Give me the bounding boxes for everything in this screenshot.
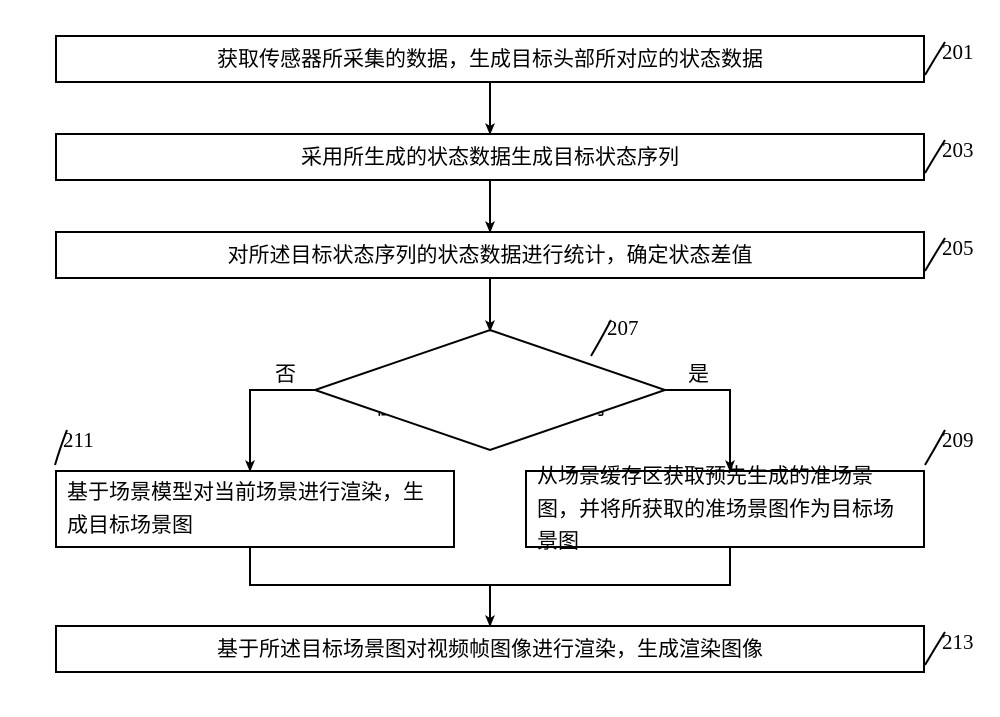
decision-node-207-text: 判断所述状态差值是否 在预置的稳定状态范围内 — [370, 362, 610, 423]
arrow-207-209 — [665, 390, 730, 470]
step-label-203: 203 — [942, 138, 974, 163]
step-label-211: 211 — [63, 428, 94, 453]
node-text: 基于所述目标场景图对视频帧图像进行渲染，生成渲染图像 — [217, 633, 763, 666]
arrow-211-213 — [250, 548, 490, 625]
process-node-213: 基于所述目标场景图对视频帧图像进行渲染，生成渲染图像 — [55, 625, 925, 673]
flowchart-canvas: 获取传感器所采集的数据，生成目标头部所对应的状态数据 采用所生成的状态数据生成目… — [0, 0, 1000, 717]
process-node-205: 对所述目标状态序列的状态数据进行统计，确定状态差值 — [55, 231, 925, 279]
step-label-209: 209 — [942, 428, 974, 453]
step-label-213: 213 — [942, 630, 974, 655]
node-text: 获取传感器所采集的数据，生成目标头部所对应的状态数据 — [217, 43, 763, 76]
node-text: 基于场景模型对当前场景进行渲染，生成目标场景图 — [67, 476, 443, 541]
decision-line2: 在预置的稳定状态范围内 — [375, 395, 606, 419]
step-label-205: 205 — [942, 236, 974, 261]
edge-label-no: 否 — [275, 358, 296, 388]
connector-overlay — [0, 0, 1000, 717]
node-text: 采用所生成的状态数据生成目标状态序列 — [301, 141, 679, 174]
node-text: 对所述目标状态序列的状态数据进行统计，确定状态差值 — [228, 239, 753, 272]
edge-label-yes: 是 — [688, 358, 709, 388]
process-node-203: 采用所生成的状态数据生成目标状态序列 — [55, 133, 925, 181]
step-label-207: 207 — [607, 316, 639, 341]
arrow-207-211 — [250, 390, 315, 470]
decision-line1: 判断所述状态差值是否 — [385, 365, 595, 389]
process-node-211: 基于场景模型对当前场景进行渲染，生成目标场景图 — [55, 470, 455, 548]
step-label-201: 201 — [942, 40, 974, 65]
process-node-201: 获取传感器所采集的数据，生成目标头部所对应的状态数据 — [55, 35, 925, 83]
node-text: 从场景缓存区获取预先生成的准场景图，并将所获取的准场景图作为目标场景图 — [537, 460, 913, 558]
process-node-209: 从场景缓存区获取预先生成的准场景图，并将所获取的准场景图作为目标场景图 — [525, 470, 925, 548]
